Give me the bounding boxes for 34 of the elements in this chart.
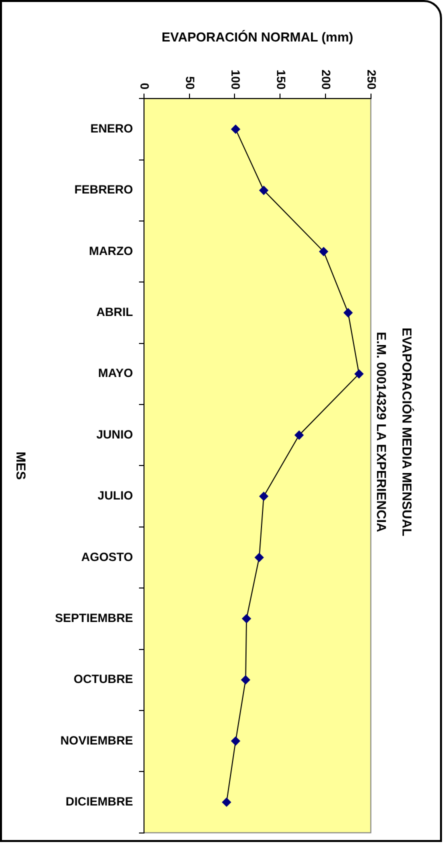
y-axis-title: MES: [13, 452, 28, 480]
y-tick-label: JULIO: [98, 488, 133, 503]
x-tick-label: 50: [183, 76, 198, 90]
point: [231, 124, 240, 134]
x-axis-title: EVAPORACIÓN NORMAL (mm): [162, 29, 354, 44]
point: [319, 247, 328, 256]
y-tick-label: JUNIO: [96, 427, 133, 442]
point: [259, 186, 268, 195]
y-tick-label: SEPTIEMBRE: [54, 610, 133, 625]
y-tick-label: DICIEMBRE: [66, 794, 133, 809]
y-tick-label: OCTUBRE: [74, 672, 133, 686]
x-tick-label: 100: [228, 70, 242, 90]
y-tick-label: MARZO: [89, 244, 133, 258]
point: [344, 308, 353, 318]
text: EVAPORACIÓN MEDIA MENSUAL: [400, 328, 415, 536]
point: [241, 675, 250, 684]
point: [354, 369, 364, 378]
y-tick-label: FEBRERO: [74, 182, 133, 197]
text: E.M. 00014329 LA EXPERIENCIA: [374, 332, 390, 533]
point: [242, 614, 252, 624]
x-tick-label: 0: [138, 82, 152, 90]
point: [259, 492, 268, 501]
point: [222, 798, 232, 807]
x-tick-label: 150: [274, 70, 288, 90]
y-tick-label: NOVIEMBRE: [60, 733, 133, 748]
point: [294, 430, 304, 440]
y-tick-label: ABRIL: [96, 305, 133, 320]
point: [231, 736, 240, 746]
y-tick-label: AGOSTO: [81, 550, 133, 564]
y-tick-label: ENERO: [90, 122, 133, 136]
x-tick-label: 200: [319, 70, 334, 90]
x-tick-label: 250: [364, 70, 378, 90]
y-tick-label: MAYO: [98, 366, 133, 380]
point: [254, 552, 264, 562]
